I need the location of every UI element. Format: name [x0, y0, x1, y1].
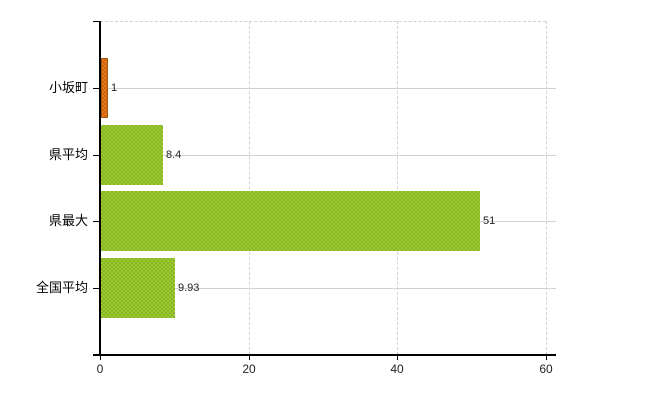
x-axis — [93, 354, 556, 356]
value-label: 1 — [111, 82, 118, 94]
value-label: 9.93 — [178, 282, 200, 294]
bar — [101, 258, 175, 318]
x-tick-label: 20 — [242, 362, 256, 376]
bar — [101, 191, 480, 251]
category-tick — [93, 155, 100, 156]
plot-top-border — [100, 21, 546, 22]
x-tick-label: 60 — [539, 362, 553, 376]
category-label: 全国平均 — [35, 280, 88, 295]
category-tick — [93, 221, 100, 222]
category-label: 小坂町 — [48, 80, 88, 95]
x-axis-tick — [546, 356, 547, 360]
bar — [101, 125, 163, 185]
value-label: 51 — [483, 215, 496, 227]
gridline-vertical — [249, 21, 250, 355]
gridline-category — [100, 88, 556, 89]
category-tick — [93, 88, 100, 89]
x-axis-tick — [100, 356, 101, 360]
gridline-category — [100, 155, 556, 156]
x-axis-tick — [249, 356, 250, 360]
gridline-category — [100, 288, 556, 289]
category-label: 県最大 — [48, 213, 88, 228]
category-label: 県平均 — [48, 147, 88, 162]
bar — [101, 58, 108, 118]
gridline-vertical — [397, 21, 398, 355]
gridline-vertical — [546, 21, 547, 355]
x-axis-tick — [397, 356, 398, 360]
y-axis-top-tick — [93, 21, 100, 22]
x-tick-label: 0 — [96, 362, 104, 376]
y-axis — [99, 21, 101, 355]
value-label: 8.4 — [166, 149, 182, 161]
x-tick-label: 40 — [390, 362, 404, 376]
category-tick — [93, 288, 100, 289]
